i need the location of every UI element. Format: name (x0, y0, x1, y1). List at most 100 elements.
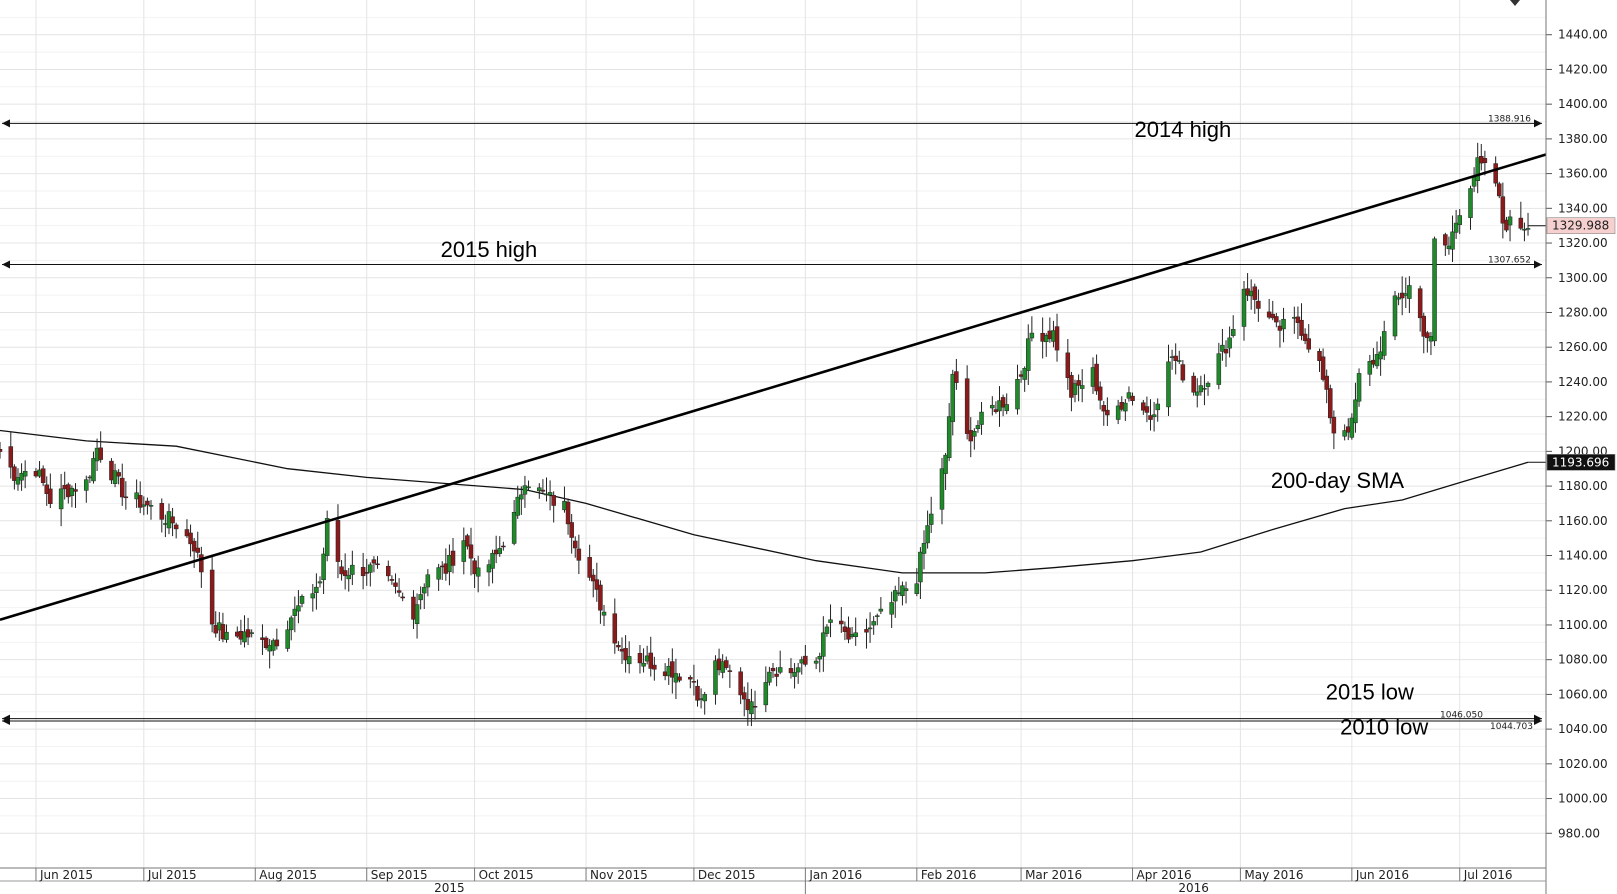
candle (770, 662, 776, 679)
candle-body (839, 620, 844, 625)
y-tick-label: 1100.00 (1558, 618, 1608, 632)
candle-body (490, 552, 495, 569)
y-tick-label: 980.00 (1558, 826, 1600, 840)
candle (375, 556, 380, 569)
candle-body (770, 667, 776, 672)
candle (468, 527, 474, 576)
candle-body (314, 586, 319, 594)
candle-body (317, 581, 323, 584)
candle-body (817, 656, 822, 660)
candle-body (425, 574, 431, 588)
candle-body (727, 670, 733, 672)
candle (1457, 209, 1462, 235)
candle-body (1306, 338, 1311, 350)
candle (263, 636, 269, 650)
candle (296, 590, 301, 624)
candle (1507, 209, 1513, 242)
candle (950, 369, 956, 436)
candle (972, 428, 977, 450)
candle (1155, 398, 1160, 422)
candle-body (400, 596, 405, 599)
candle-body (914, 583, 920, 594)
candle-body (551, 495, 556, 506)
candle (925, 510, 930, 549)
y-tick-label: 1300.00 (1558, 271, 1608, 285)
candle (148, 500, 154, 520)
candle-body (1396, 297, 1401, 300)
candle (346, 568, 351, 592)
level-label: 1044.703 (1490, 722, 1533, 732)
candle-body (249, 632, 254, 634)
candle-body (878, 608, 884, 612)
candle (727, 664, 733, 688)
candle (1518, 201, 1524, 231)
candle-body (1328, 388, 1333, 419)
candle-body (1216, 353, 1222, 385)
y-tick-label: 1180.00 (1558, 479, 1608, 493)
candle-body (1115, 405, 1121, 420)
level-arrow-right (1534, 260, 1542, 269)
candle-body (1252, 286, 1258, 300)
candle (612, 598, 618, 654)
candle-body (1220, 344, 1225, 352)
candle-body (393, 582, 398, 587)
candle (1123, 399, 1128, 421)
candle-body (677, 676, 682, 681)
y-tick-label: 1160.00 (1558, 514, 1608, 528)
x-tick-label: Apr 2016 (1137, 868, 1192, 882)
candle (871, 616, 876, 635)
candle (817, 652, 822, 673)
y-tick-label: 1220.00 (1558, 410, 1608, 424)
candle-body (641, 662, 646, 667)
candle (1324, 369, 1329, 404)
candle (1374, 341, 1380, 369)
candle-body (724, 660, 729, 668)
candle (1241, 280, 1247, 341)
candle-body (1166, 361, 1171, 408)
annotation-label: 200-day SMA (1271, 468, 1405, 493)
candle (0, 442, 3, 459)
candle-body (1317, 351, 1322, 361)
candle (145, 497, 150, 515)
candle (1227, 326, 1232, 358)
candle-body (84, 479, 89, 491)
candle-body (1004, 404, 1009, 412)
candle-body (1493, 163, 1498, 184)
horizontal-levels: 1388.916 1307.652 1046.050 1044.703 (2, 114, 1542, 732)
x-tick-label: Mar 2016 (1025, 868, 1082, 882)
candle (1482, 150, 1488, 176)
candle (396, 578, 402, 597)
candle (792, 663, 797, 689)
candle (813, 657, 819, 670)
candle-body (15, 477, 21, 485)
candle (652, 656, 657, 681)
candle-body (921, 543, 927, 554)
candle-body (688, 677, 693, 680)
level-label: 1307.652 (1488, 255, 1531, 265)
candle-body (623, 648, 628, 661)
candle (249, 629, 254, 638)
candle-body (1000, 397, 1006, 408)
candle-body (195, 547, 200, 553)
candle (511, 500, 517, 546)
candle (918, 547, 923, 600)
candle-body (191, 540, 197, 552)
candle (22, 460, 28, 489)
candle (1148, 399, 1153, 431)
candle-body (468, 544, 474, 559)
x-tick-label: Dec 2015 (698, 868, 756, 882)
candle-body (871, 621, 876, 626)
candle-body (98, 447, 103, 460)
candle (422, 583, 427, 610)
x-tick-label: Jun 2016 (1355, 868, 1409, 882)
level-arrow-right (1534, 716, 1542, 725)
candle (526, 480, 531, 491)
candle (914, 568, 920, 597)
candle-body (1381, 331, 1387, 356)
candle-body (1227, 337, 1232, 349)
candle (112, 463, 118, 488)
candle (1177, 350, 1182, 364)
candle-body (285, 629, 290, 649)
candle (641, 648, 646, 673)
candle-body (1105, 409, 1110, 416)
